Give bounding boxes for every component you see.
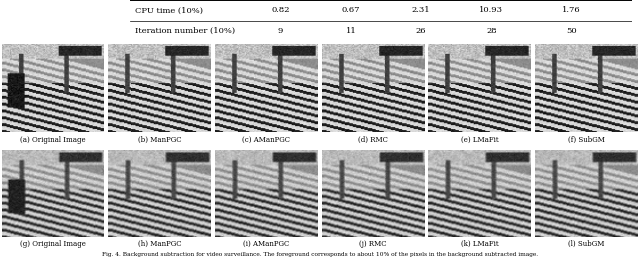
Text: (h) ManPGC: (h) ManPGC <box>138 240 181 248</box>
Text: 28: 28 <box>486 27 497 35</box>
Text: 26: 26 <box>416 27 426 35</box>
Text: (a) Original Image: (a) Original Image <box>20 135 86 143</box>
Text: (j) RMC: (j) RMC <box>359 240 387 248</box>
Text: 10.93: 10.93 <box>479 6 504 15</box>
Text: (i) AManPGC: (i) AManPGC <box>243 240 290 248</box>
Text: 50: 50 <box>566 27 577 35</box>
Text: CPU time (10%): CPU time (10%) <box>135 6 203 15</box>
Text: 2.31: 2.31 <box>412 6 431 15</box>
Text: (l) SubGM: (l) SubGM <box>568 240 605 248</box>
Text: (k) LMaFit: (k) LMaFit <box>461 240 499 248</box>
Text: Fig. 4. Background subtraction for video surveillance. The foreground correspond: Fig. 4. Background subtraction for video… <box>102 252 538 257</box>
Text: 11: 11 <box>346 27 356 35</box>
Text: 0.82: 0.82 <box>271 6 290 15</box>
Text: (f) SubGM: (f) SubGM <box>568 135 605 143</box>
Text: 1.76: 1.76 <box>563 6 581 15</box>
Text: 9: 9 <box>278 27 284 35</box>
Text: (b) ManPGC: (b) ManPGC <box>138 135 181 143</box>
Text: Iteration number (10%): Iteration number (10%) <box>135 27 235 35</box>
Text: (e) LMaFit: (e) LMaFit <box>461 135 499 143</box>
Text: (g) Original Image: (g) Original Image <box>20 240 86 248</box>
Text: 0.67: 0.67 <box>342 6 360 15</box>
Text: (c) AManPGC: (c) AManPGC <box>243 135 291 143</box>
Text: (d) RMC: (d) RMC <box>358 135 388 143</box>
